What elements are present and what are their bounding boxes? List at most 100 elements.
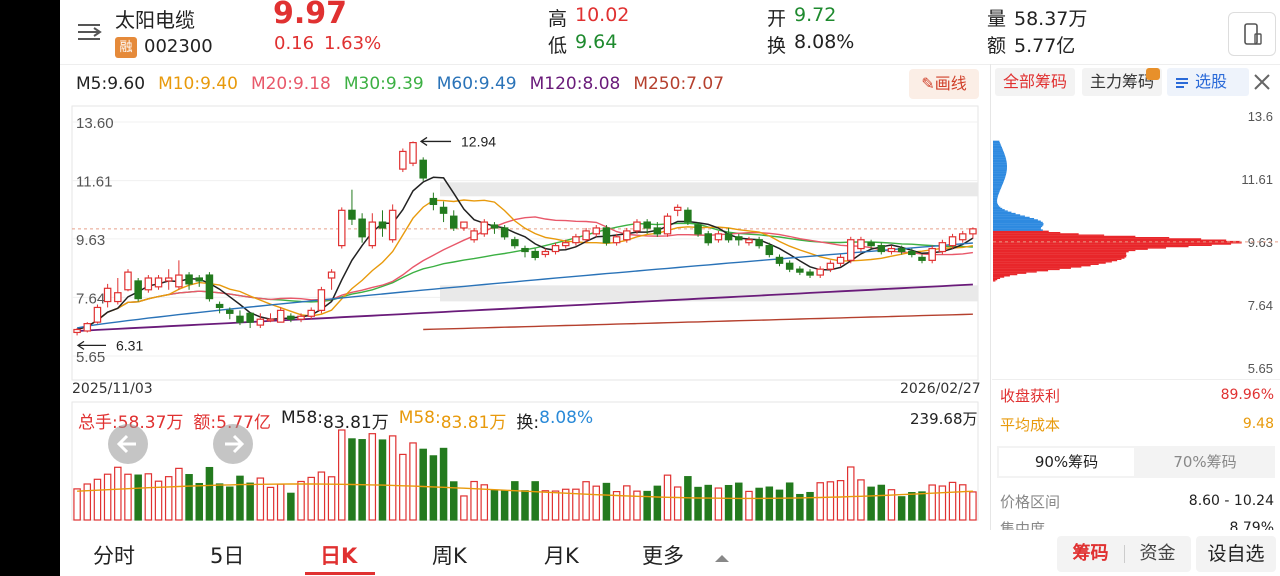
volume-bar (673, 486, 682, 521)
date-start: 2025/11/03 (72, 381, 153, 397)
chip-tab-all[interactable]: 全部筹码 (995, 68, 1075, 96)
volume-bar (704, 484, 712, 521)
chip-tab-main[interactable]: 主力筹码 (1082, 68, 1162, 96)
price-axis-label: 9.63 (76, 232, 105, 249)
chip-axis-label: 13.6 (1248, 109, 1273, 124)
candle-body (287, 315, 295, 320)
tab-weekly-k[interactable]: 周K (432, 544, 467, 568)
candle-body (806, 271, 814, 276)
volume-bar (561, 488, 570, 521)
volume-bar (582, 481, 590, 521)
header-divider (60, 64, 1280, 65)
ma-legend-m10: M10:9.40 (158, 74, 238, 94)
volume-bar (348, 438, 356, 521)
vol-turn-label: 换: (516, 413, 540, 433)
candle-body (419, 159, 427, 179)
turnover-label: 换 (767, 35, 787, 57)
tab-5day[interactable]: 5日 (210, 544, 245, 568)
caret-up-icon[interactable] (714, 548, 730, 562)
prev-arrow-button[interactable] (108, 424, 148, 464)
volume-bar (195, 482, 204, 521)
select-stock-button[interactable]: 选股 (1167, 68, 1249, 96)
candle-body (969, 228, 977, 235)
volume-bar (572, 488, 580, 521)
app-window: 太阳电缆 融 002300 9.97 0.16 1.63% 高 10.02 低 … (60, 0, 1280, 576)
high-arrow-head (419, 136, 428, 146)
volume-bar (928, 484, 936, 521)
draw-line-label: 画线 (934, 74, 967, 93)
volume-bar (490, 489, 499, 521)
candle-body (857, 239, 865, 250)
toggle-chips[interactable]: 筹码 (1072, 543, 1109, 564)
candle-body (816, 268, 824, 276)
candle-body (836, 256, 845, 264)
tab-90-chips[interactable]: 90%筹码 (999, 448, 1134, 476)
date-end: 2026/02/27 (900, 381, 981, 397)
low-annotation: 6.31 (116, 337, 143, 353)
active-tab-indicator (305, 572, 375, 575)
candle-body (826, 262, 835, 270)
candle-body (399, 150, 407, 170)
open-value: 9.72 (794, 4, 837, 26)
candle-body (684, 209, 692, 223)
high-value: 10.02 (575, 4, 630, 26)
candle-body (958, 233, 967, 241)
volume-bar (368, 433, 377, 521)
price-change: 0.16 (274, 33, 315, 54)
volume-bar (826, 481, 835, 521)
add-watchlist-button[interactable]: 设自选 (1196, 536, 1276, 572)
candle-body (93, 306, 102, 323)
candle-body (358, 218, 366, 238)
tab-daily-k[interactable]: 日K (320, 544, 358, 568)
ma120-line (77, 283, 973, 332)
volume-bar (643, 490, 651, 521)
avg-cost-value: 9.48 (1242, 416, 1274, 432)
volume-bar (480, 484, 489, 521)
candle-body (195, 277, 204, 282)
draw-line-button[interactable]: ✎画线 (909, 69, 979, 99)
amount-label: 额 (987, 35, 1007, 57)
candle-body (908, 250, 916, 256)
volume-bar (164, 476, 173, 521)
candle-body (378, 221, 387, 229)
candle-body (73, 328, 81, 334)
volume-bar (114, 466, 122, 521)
toggle-funds[interactable]: 资金 (1139, 543, 1176, 564)
candle-body (602, 227, 611, 244)
tab-70-chips[interactable]: 70%筹码 (1137, 448, 1273, 476)
current-price: 9.97 (273, 0, 348, 31)
candle-body (327, 271, 336, 279)
candle-body (266, 318, 275, 322)
next-arrow-button[interactable] (213, 424, 253, 464)
volume-bar (399, 453, 407, 521)
chip-stats-divider (992, 379, 1280, 380)
ma-legend-m120: M120:8.08 (529, 74, 621, 94)
candle-body (633, 221, 641, 232)
tab-more[interactable]: 更多 (642, 544, 684, 568)
candle-body (785, 262, 794, 270)
candle-body (582, 230, 590, 241)
candle-body (735, 236, 743, 241)
close-icon[interactable] (1250, 70, 1274, 94)
candle-body (918, 256, 926, 261)
volume-bar (388, 435, 397, 521)
back-menu-icon[interactable] (74, 18, 104, 46)
candle-body (246, 312, 254, 323)
volume-bar (256, 477, 265, 521)
resistance-band (440, 182, 978, 197)
tab-intraday[interactable]: 分时 (93, 544, 135, 568)
candle-body (551, 245, 560, 253)
candle-body (928, 247, 936, 261)
candle-body (388, 209, 397, 241)
low-arrow-head (76, 340, 85, 350)
ma-legend-m5: M5:9.60 (76, 74, 146, 94)
candle-body (297, 315, 305, 320)
volume-bar (134, 474, 142, 521)
volume-bar (735, 482, 743, 521)
landscape-toggle-icon[interactable] (1228, 12, 1276, 56)
volume-bar (623, 485, 631, 521)
candle-body (643, 221, 651, 229)
candle-body (480, 221, 489, 235)
tab-monthly-k[interactable]: 月K (544, 544, 579, 568)
kline-chart[interactable]: 13.60 11.61 9.63 7.64 5.65 12.94 6.31 (60, 100, 980, 530)
